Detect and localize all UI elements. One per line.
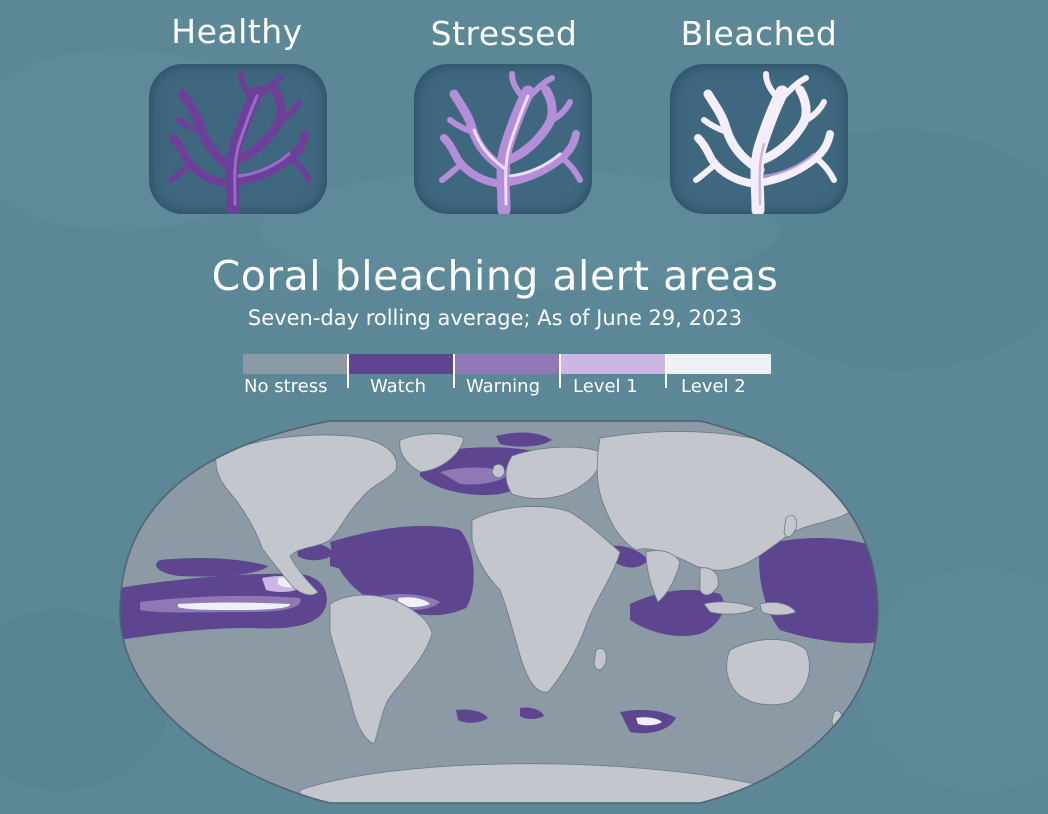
legend-label-watch: Watch — [370, 376, 427, 397]
coral-card-bleached — [670, 64, 848, 214]
coral-label-bleached: Bleached — [680, 14, 838, 53]
legend-tick — [453, 354, 455, 388]
legend-swatch-no-stress — [243, 354, 348, 374]
coral-card-stressed — [414, 64, 592, 214]
legend-label-warning: Warning — [466, 376, 541, 397]
legend-tick — [665, 354, 667, 388]
globe-outline — [119, 420, 879, 804]
bleached-coral-icon — [693, 71, 837, 214]
map-subtitle: Seven-day rolling average; As of June 29… — [247, 306, 743, 330]
legend-label-level-1: Level 1 — [573, 376, 638, 397]
healthy-coral-icon — [168, 71, 312, 214]
map-title: Coral bleaching alert areas — [211, 252, 779, 300]
legend-tick — [347, 354, 349, 388]
coral-label-healthy: Healthy — [171, 12, 303, 51]
legend-swatch-warning — [454, 354, 560, 374]
legend-label-level-2: Level 2 — [681, 376, 746, 397]
land — [215, 431, 853, 803]
coral-label-stressed: Stressed — [430, 14, 578, 53]
legend-swatch-watch — [348, 354, 454, 374]
coral-card-healthy — [149, 64, 327, 214]
legend: No stress Watch Warning Level 1 Level 2 — [243, 354, 771, 404]
legend-tick — [559, 354, 561, 388]
legend-label-no-stress: No stress — [244, 376, 328, 397]
legend-swatch-level-1 — [560, 354, 666, 374]
stressed-coral-icon — [439, 71, 583, 214]
legend-swatch-level-2 — [666, 354, 771, 374]
